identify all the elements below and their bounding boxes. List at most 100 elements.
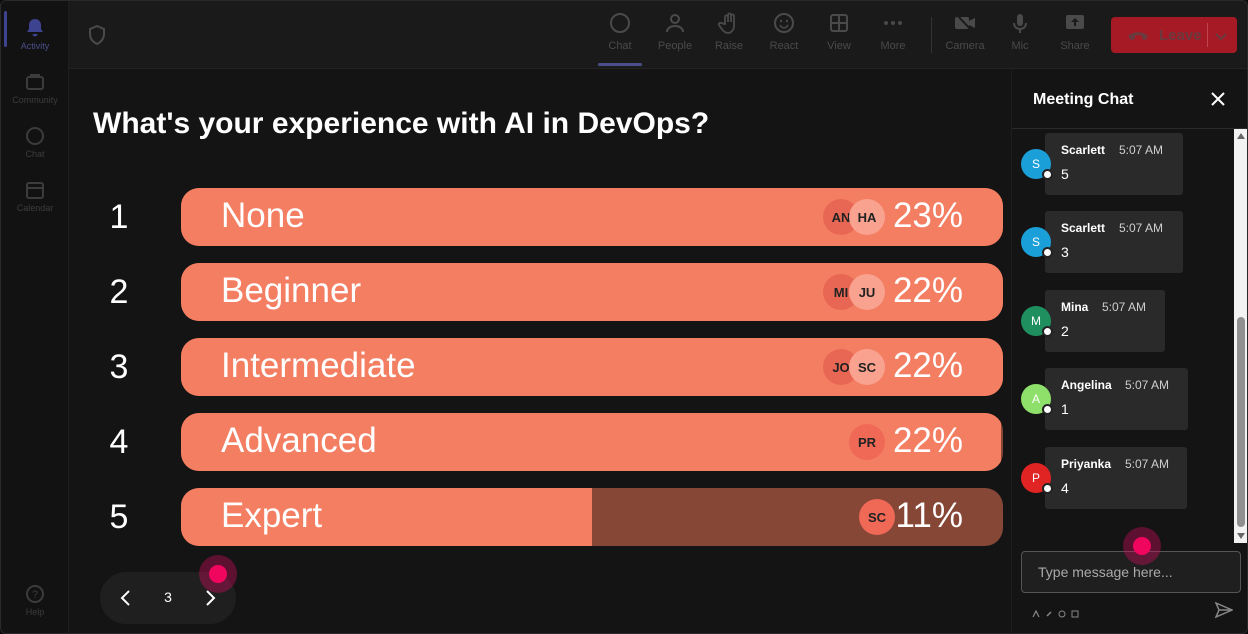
voter-avatar: HA (849, 199, 885, 235)
rail-item-community[interactable]: Community (1, 63, 69, 113)
close-icon[interactable] (1210, 91, 1226, 107)
poll-title: What's your experience with AI in DevOps… (93, 107, 710, 140)
scrollbar-thumb[interactable] (1237, 317, 1245, 527)
poll-results: What's your experience with AI in DevOps… (69, 69, 1011, 633)
option-percent: 22% (892, 346, 963, 385)
rail-item-calendar[interactable]: Calendar (1, 171, 69, 221)
camera-button[interactable]: Camera (939, 11, 991, 61)
rail-active-indicator (4, 11, 7, 47)
share-button-label: Share (1060, 40, 1090, 52)
avatar: P (1021, 463, 1053, 494)
bell-icon (25, 18, 45, 38)
mic-button-label: Mic (1011, 40, 1029, 52)
chat-message: Mina 5:07 AM 2 M (1012, 290, 1232, 354)
option-label: Expert (221, 496, 323, 535)
sender-name: Priyanka (1061, 457, 1112, 471)
voter-avatar: SC (859, 499, 895, 535)
option-bar-fill (181, 488, 592, 546)
page-number: 3 (164, 589, 172, 605)
voter-avatar: PR (849, 424, 885, 460)
avatar-initial: S (1031, 157, 1040, 171)
avatar: S (1021, 149, 1053, 180)
option-number: 2 (109, 273, 129, 311)
rail-item-chat[interactable]: Chat (1, 117, 69, 167)
message-text: 1 (1061, 401, 1069, 417)
option-label: None (221, 196, 305, 235)
sender-name: Angelina (1061, 378, 1112, 392)
people-button-label: People (657, 40, 693, 52)
message-bubble: Angelina 5:07 AM 1 (1045, 368, 1188, 430)
share-button[interactable]: Share (1049, 11, 1101, 61)
message-text: 4 (1061, 480, 1069, 496)
scroll-up-icon[interactable] (1237, 133, 1245, 139)
click-indicator (199, 555, 237, 593)
format-icon[interactable] (1032, 605, 1040, 618)
message-text: 2 (1061, 323, 1069, 339)
message-bubble: Priyanka 5:07 AM 4 (1045, 447, 1187, 509)
rail-item-help[interactable]: ? Help (1, 575, 69, 625)
toolbar-divider (931, 17, 932, 53)
chat-button[interactable]: Chat (594, 11, 646, 61)
chevron-down-icon[interactable] (1215, 29, 1227, 41)
share-screen-icon (1063, 11, 1087, 35)
chat-title: Meeting Chat (1033, 91, 1134, 108)
phone-hangup-icon (1127, 29, 1149, 41)
calendar-icon (25, 180, 45, 200)
avatar-initial: M (1031, 314, 1041, 328)
camera-button-label: Camera (945, 40, 985, 52)
rail-item-label: Help (25, 606, 45, 617)
option-bar: Advanced PR 22% (181, 413, 1003, 471)
rail-item-label: Calendar (16, 202, 54, 213)
avatar-initial: A (1031, 392, 1040, 406)
message-bubble: Scarlett 5:07 AM 5 (1045, 133, 1183, 195)
community-icon (25, 72, 45, 92)
poll-option-row: 1 None AN HA 23% (69, 188, 1011, 246)
chat-icon (25, 126, 45, 146)
leave-button[interactable]: Leave (1111, 17, 1237, 53)
people-button[interactable]: People (649, 11, 701, 61)
option-number: 1 (109, 198, 129, 236)
message-field[interactable] (1022, 552, 1240, 592)
meeting-chat-panel: Meeting Chat Scarlett 5:07 AM 5 S Scarlett 5:… (1011, 69, 1247, 633)
option-number: 5 (109, 498, 129, 536)
scroll-down-icon[interactable] (1237, 533, 1245, 539)
attach-icon[interactable] (1045, 605, 1053, 617)
option-bar: Expert SC 11% (181, 488, 1003, 546)
option-label: Beginner (221, 271, 362, 310)
help-icon: ? (25, 584, 45, 604)
rail-item-label: Community (12, 94, 58, 105)
gif-icon[interactable] (1071, 605, 1079, 618)
option-percent: 22% (892, 421, 963, 460)
chat-scrollbar[interactable] (1234, 129, 1247, 543)
click-indicator (1123, 527, 1161, 565)
presence-status-icon (1042, 169, 1053, 180)
react-button[interactable]: React (758, 11, 810, 61)
more-button[interactable]: More (867, 11, 919, 61)
chat-header: Meeting Chat (1012, 69, 1247, 129)
chat-button-label: Chat (608, 40, 632, 52)
react-button-label: React (769, 40, 799, 52)
message-bubble: Mina 5:07 AM 2 (1045, 290, 1165, 352)
leave-split-divider (1207, 23, 1208, 47)
presence-status-icon (1042, 483, 1053, 494)
chat-message: Scarlett 5:07 AM 5 S (1012, 133, 1232, 197)
chat-message-input[interactable] (1021, 551, 1241, 593)
chat-icon (608, 11, 632, 35)
rail-item-activity[interactable]: Activity (1, 9, 69, 59)
chevron-right-icon[interactable] (198, 586, 222, 610)
raise-hand-button[interactable]: Raise (703, 11, 755, 61)
chat-active-indicator (598, 63, 642, 66)
send-icon[interactable] (1214, 601, 1234, 619)
view-button[interactable]: View (813, 11, 865, 61)
presence-status-icon (1042, 404, 1053, 415)
mic-button[interactable]: Mic (994, 11, 1046, 61)
poll-option-row: 2 Beginner MI JU 22% (69, 263, 1011, 321)
chevron-left-icon[interactable] (114, 586, 138, 610)
emoji-icon[interactable] (1058, 605, 1066, 618)
option-percent: 22% (892, 271, 963, 310)
people-icon (663, 11, 687, 35)
message-time: 5:07 AM (1125, 378, 1170, 392)
hand-icon (717, 11, 741, 35)
more-dots-icon (881, 11, 905, 35)
avatar: A (1021, 384, 1053, 415)
